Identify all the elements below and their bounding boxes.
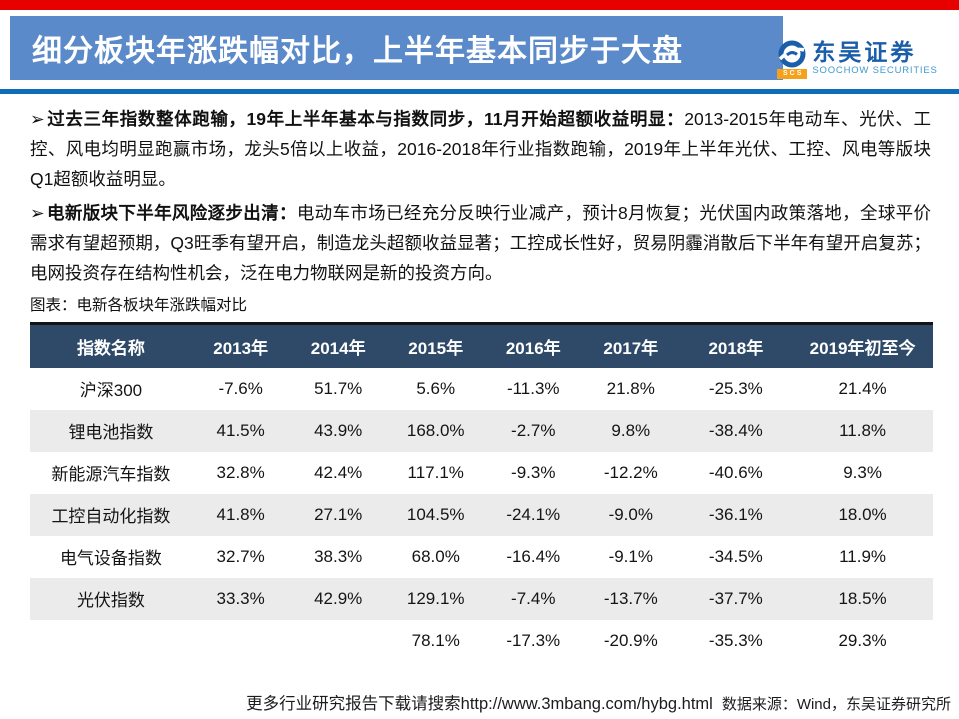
table-header-row: 指数名称 2013年 2014年 2015年 2016年 2017年 2018年 2019年初…	[30, 323, 933, 368]
logo-badge: SCS	[777, 40, 808, 79]
column-header: 2016年	[484, 323, 583, 368]
return-value-cell: 18.5%	[792, 577, 933, 620]
return-value-cell: 168.0%	[386, 409, 485, 452]
return-value-cell: 11.9%	[839, 546, 887, 566]
logo-scs-label: SCS	[777, 69, 808, 79]
index-name-cell	[30, 620, 192, 662]
table-row: 新能源汽车指数 32.8% 42.4% 117.1% -9.3% -12.2% -40.6%…	[30, 452, 933, 494]
return-value-cell: 18.0%	[792, 493, 933, 536]
index-returns-table: 指数名称 2013年 2014年 2015年 2016年 2017年 2018年 2019年初…	[30, 322, 933, 662]
return-value-cell	[289, 620, 387, 662]
column-header: 2013年	[191, 323, 290, 368]
return-value-cell: -36.1%	[679, 493, 793, 536]
return-value-cell: 129.1%	[386, 577, 485, 620]
return-value-cell: -9.3%	[511, 462, 556, 482]
logo-name-en: SOOCHOW SECURITIES	[812, 65, 938, 76]
table-row: 光伏指数 33.3% 42.9% 129.1% -7.4% -13.7% -37.7% 18.…	[30, 577, 933, 620]
return-value-cell: 33.3%	[191, 577, 290, 620]
return-value-cell: 42.4%	[314, 462, 363, 482]
soochow-swirl-icon	[778, 40, 806, 68]
column-header: 指数名称	[30, 323, 192, 368]
bullet-arrow-icon: ➢	[30, 203, 45, 223]
index-name-cell: 工控自动化指数	[30, 493, 192, 536]
return-value-cell: 9.8%	[582, 409, 680, 452]
table-row: 工控自动化指数 41.8% 27.1% 104.5% -24.1% -9.0% -36.1%…	[30, 493, 933, 536]
index-name-cell: 光伏指数	[30, 577, 192, 620]
return-value-cell: 41.8%	[191, 493, 290, 536]
return-value-cell: 29.3%	[838, 630, 887, 650]
title-banner: 细分板块年涨跌幅对比，上半年基本同步于大盘	[10, 16, 783, 80]
column-header: 2015年	[386, 323, 485, 368]
return-value-cell: -2.7%	[484, 409, 583, 452]
return-value-cell: 42.9%	[289, 577, 387, 620]
return-value-cell: 51.7%	[314, 378, 363, 398]
top-red-bar	[0, 0, 959, 10]
return-value-cell: -38.4%	[679, 409, 793, 452]
return-value-cell: 5.6%	[416, 378, 456, 398]
return-value-cell: 38.3%	[314, 546, 363, 566]
logo-name-cn: 东吴证券	[812, 39, 917, 65]
return-value-cell: 68.0%	[411, 546, 460, 566]
return-value-cell: 78.1%	[411, 630, 460, 650]
table-row: 沪深300 -7.6% 51.7% 5.6% -11.3% 21.8% -25.3% 21.4…	[30, 368, 933, 410]
index-returns-table-wrap: 指数名称 2013年 2014年 2015年 2016年 2017年 2018年 2019年初…	[30, 322, 933, 662]
logo-text: 东吴证券 SOOCHOW SECURITIES	[812, 39, 938, 77]
column-header: 2014年	[289, 323, 387, 368]
index-name-cell: 锂电池指数	[30, 409, 192, 452]
column-header: 2019年初至今	[792, 323, 933, 368]
bullet-1-text: 2013-2015年电动车、光伏、工控、风电均明显跑赢市场，龙头5倍以上收益，2…	[30, 109, 931, 189]
return-value-cell: -20.9%	[603, 630, 658, 650]
index-name-cell: 沪深300	[79, 381, 143, 400]
return-value-cell: 41.5%	[191, 409, 290, 452]
page-title: 细分板块年涨跌幅对比，上半年基本同步于大盘	[32, 35, 683, 68]
return-value-cell: 104.5%	[386, 493, 485, 536]
bullet-paragraph-1: ➢ 过去三年指数整体跑输，19年上半年基本与指数同步，11月开始超额收益明显：20…	[30, 104, 931, 194]
return-value-cell: -16.4%	[506, 546, 561, 566]
data-source-note: 数据来源：Wind，东吴证券研究所	[721, 696, 951, 713]
return-value-cell: -13.7%	[582, 577, 680, 620]
return-value-cell: -35.3%	[708, 630, 763, 650]
column-header: 2018年	[679, 323, 793, 368]
bullet-1-lead: 过去三年指数整体跑输，19年上半年基本与指数同步，11月开始超额收益明显：	[46, 109, 685, 129]
return-value-cell: -7.4%	[484, 577, 583, 620]
header-divider	[0, 89, 959, 94]
return-value-cell	[192, 620, 290, 662]
return-value-cell: 32.7%	[216, 546, 265, 566]
summary-bullets: ➢ 过去三年指数整体跑输，19年上半年基本与指数同步，11月开始超额收益明显：20…	[30, 104, 931, 292]
table-caption: 图表：电新各板块年涨跌幅对比	[30, 293, 933, 324]
return-value-cell: -17.3%	[506, 630, 561, 650]
table-row: 78.1% -17.3% -20.9% -35.3% 29.3%	[30, 620, 933, 662]
return-value-cell: 21.8%	[606, 378, 655, 398]
index-name-cell: 新能源汽车指数	[51, 465, 171, 484]
return-value-cell: -7.6%	[218, 378, 263, 398]
return-value-cell: -9.1%	[608, 546, 653, 566]
bullet-2-text: 电动车市场已经充分反映行业减产，预计8月恢复；光伏国内政策落地，全球平价需求有望…	[30, 203, 932, 283]
return-value-cell: 9.3%	[843, 462, 882, 482]
return-value-cell: -40.6%	[708, 462, 763, 482]
return-value-cell: 27.1%	[289, 493, 387, 536]
bullet-arrow-icon: ➢	[30, 109, 45, 129]
return-value-cell: -24.1%	[484, 493, 583, 536]
table-row: 电气设备指数 32.7% 38.3% 68.0% -16.4% -9.1% -34.5% 11…	[30, 536, 933, 578]
return-value-cell: -11.3%	[506, 378, 560, 398]
return-value-cell: 21.4%	[838, 378, 887, 398]
return-value-cell: 43.9%	[289, 409, 387, 452]
return-value-cell: -25.3%	[708, 378, 763, 398]
return-value-cell: -9.0%	[582, 493, 680, 536]
return-value-cell: 117.1%	[407, 462, 464, 482]
return-value-cell: -37.7%	[679, 577, 793, 620]
return-value-cell: -12.2%	[603, 462, 658, 482]
index-name-cell: 电气设备指数	[59, 549, 162, 568]
return-value-cell: 11.8%	[792, 409, 933, 452]
watermark-text: 更多行业研究报告下载请搜索http://www.3mbang.com/hybg.…	[246, 695, 713, 713]
bullet-2-lead: 电新版块下半年风险逐步出清：	[46, 203, 297, 223]
bullet-paragraph-2: ➢ 电新版块下半年风险逐步出清：电动车市场已经充分反映行业减产，预计8月恢复；光伏…	[30, 198, 931, 288]
return-value-cell: 32.8%	[216, 462, 265, 482]
company-logo: SCS 东吴证券 SOOCHOW SECURITIES	[777, 40, 938, 79]
column-header: 2017年	[582, 323, 680, 368]
table-row: 锂电池指数 41.5% 43.9% 168.0% -2.7% 9.8% -38.4% 11.8…	[30, 409, 933, 452]
return-value-cell: -34.5%	[708, 546, 763, 566]
